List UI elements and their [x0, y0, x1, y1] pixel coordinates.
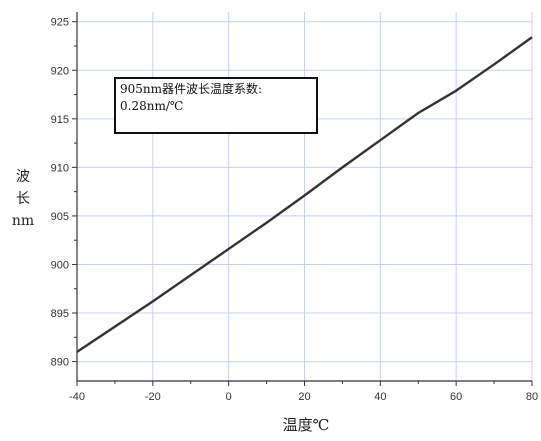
y-axis-title-line-2: 长	[16, 191, 30, 207]
y-tick-label: 900	[51, 259, 69, 271]
annotation-box: 905nm器件波长温度系数: 0.28nm/℃	[114, 77, 318, 134]
x-tick-label: 0	[226, 391, 232, 403]
y-tick-label: 890	[51, 357, 69, 369]
series-line	[76, 36, 533, 353]
y-tick-label: 915	[51, 114, 69, 126]
annotation-line-2: 0.28nm/℃	[120, 99, 184, 113]
x-tick-label: 80	[526, 391, 538, 403]
y-tick-label: 925	[51, 17, 69, 29]
y-tick-labels: 890 895 900 905 910 915 920 925	[51, 17, 69, 369]
y-tick-label: 920	[51, 65, 69, 77]
y-tick-label: 910	[51, 162, 69, 174]
y-axis-title: 波 长 nm	[10, 166, 36, 232]
x-tick-label: 40	[374, 391, 386, 403]
x-tick-label: -20	[145, 391, 161, 403]
x-tick-label: -40	[69, 391, 85, 403]
vertical-gridlines	[152, 12, 533, 381]
x-tick-label: 60	[450, 391, 462, 403]
x-tick-labels: -40 -20 0 20 40 60 80	[69, 391, 538, 403]
y-tick-label: 895	[51, 308, 69, 320]
annotation-line-1: 905nm器件波长温度系数:	[120, 82, 263, 96]
y-axis-title-line-3: nm	[11, 213, 35, 229]
axes	[72, 12, 533, 386]
series-group	[76, 36, 533, 353]
y-tick-label: 905	[51, 211, 69, 223]
x-tick-label: 20	[298, 391, 310, 403]
x-axis-title: 温度℃	[283, 416, 330, 434]
y-axis-title-line-1: 波	[16, 169, 30, 185]
